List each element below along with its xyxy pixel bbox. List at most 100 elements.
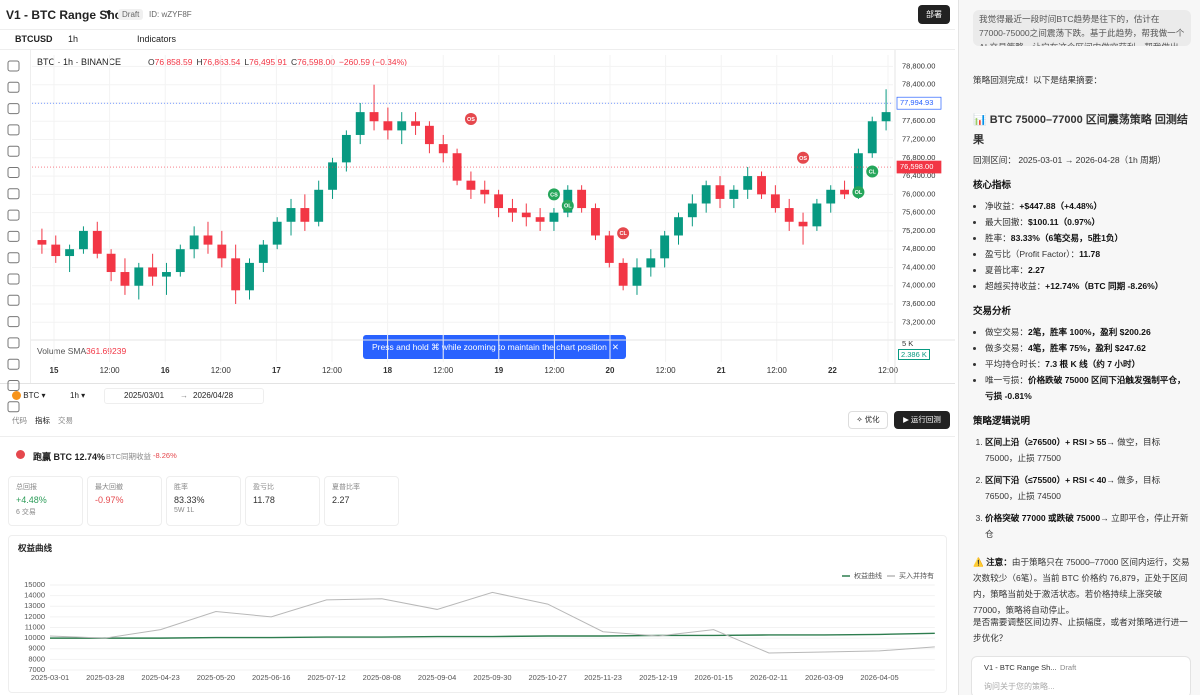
candle-body: [701, 185, 711, 204]
trade-marker: [464, 112, 477, 125]
deploy-button[interactable]: 部署: [918, 5, 950, 24]
candle-body: [798, 221, 808, 227]
run-button[interactable]: ▶ 运行回测: [894, 411, 950, 429]
composer[interactable]: V1 - BTC Range Sh... Draft 询问关于您的策略...: [971, 656, 1191, 695]
date-range[interactable]: [104, 388, 264, 404]
list-item: 盈亏比（Profit Factor）：11.78: [985, 246, 1191, 262]
list-item: 价格突破 77000 或跌破 75000→ 立即平仓，停止开新仓: [985, 510, 1191, 542]
volume-axis-label: 2.386 K: [898, 349, 930, 360]
tab[interactable]: 交易: [58, 416, 73, 425]
list-item: 区间下沿（≤75500）+ RSI < 40→ 做多，目标 76500，止损 7…: [985, 472, 1191, 504]
interval-select[interactable]: 1h ▾: [70, 391, 86, 400]
item-value: 价格跌破 75000 区间下沿触发强制平仓，亏损 -0.81%: [985, 375, 1186, 401]
candle-body: [549, 212, 559, 222]
item-label: 净收益：: [985, 201, 1020, 211]
tab[interactable]: 指标: [35, 416, 50, 425]
candle-body: [120, 272, 130, 286]
item-label: 超越买持收益：: [985, 281, 1046, 291]
candle-body: [92, 230, 102, 254]
trade-marker: [852, 186, 865, 199]
equity-panel: [8, 535, 947, 693]
candle-body: [618, 262, 628, 286]
item-label: 平均持仓时长：: [985, 359, 1046, 369]
range-arrow: →: [180, 391, 188, 400]
candle-body: [383, 121, 393, 131]
optimize-label: 优化: [864, 415, 880, 424]
volume-axis-label: 5 K: [902, 339, 914, 348]
section-heading: 核心指标: [973, 180, 1012, 191]
y-tick-label: 78,400.00: [902, 80, 935, 89]
benchmark: -8.26%: [153, 451, 177, 460]
composer-input[interactable]: 询问关于您的策略...: [984, 682, 1055, 691]
candle-body: [466, 180, 476, 190]
item-label: 盈亏比（Profit Factor）：: [985, 249, 1080, 259]
readout-value: 76,598.00: [297, 57, 335, 67]
outperform: 跑赢 BTC 12.74%: [33, 452, 106, 462]
stat-sub: 5W 1L: [174, 507, 195, 514]
candle-body: [646, 258, 656, 268]
list-item: 胜率：83.33%（6笔交易，5胜1负）: [985, 230, 1191, 246]
candle-body: [272, 221, 282, 245]
composer-strategy[interactable]: V1 - BTC Range Sh...: [984, 663, 1057, 672]
indicators-button[interactable]: Indicators: [137, 34, 177, 44]
intro: 策略回测完成！以下是结果摘要：: [973, 75, 1102, 85]
x-tick-label: 18: [383, 366, 392, 375]
candle-body: [591, 208, 600, 236]
candle-body: [286, 208, 296, 222]
stat-card: 胜率 83.33% 5W 1L: [166, 476, 241, 526]
list-item: 超越买持收益：+12.74%（BTC 同期 -8.26%）: [985, 278, 1191, 294]
tool-icon: [7, 401, 20, 413]
interval[interactable]: 1h: [68, 34, 79, 44]
symbol[interactable]: BTCUSD: [15, 34, 53, 44]
price-label: 76,598.00: [900, 162, 933, 171]
candle-body: [812, 203, 822, 227]
asset-select[interactable]: BTC ▾: [12, 391, 45, 401]
candle-body: [840, 189, 849, 195]
candle-body: [258, 244, 268, 263]
notice-close[interactable]: ✕: [611, 342, 619, 352]
stat-card: 最大回撤 -0.97%: [87, 476, 162, 526]
title-caret[interactable]: ▾: [106, 8, 112, 19]
start-date[interactable]: 2025/03/01: [124, 391, 165, 400]
candle-body: [715, 185, 725, 199]
stat-label: 盈亏比: [253, 484, 274, 491]
optimize-button[interactable]: ✧ 优化: [848, 411, 888, 429]
candle-body: [424, 125, 434, 145]
readout-label: H: [196, 57, 203, 67]
strategy-id[interactable]: ID: wZYF8F: [149, 10, 192, 19]
list-item: 区间上沿（≥76500）+ RSI > 55→ 做空，目标 75000，止损 7…: [985, 434, 1191, 466]
strategy-title[interactable]: V1 - BTC Range Short: [6, 8, 131, 22]
list-item: 做多交易：4笔，胜率 75%，盈利 $247.62: [985, 340, 1191, 356]
drawing-toolbar: [0, 50, 31, 383]
candle-body: [452, 153, 462, 181]
asset: BTC: [23, 391, 40, 400]
candle-body: [355, 112, 365, 135]
section-heading: 策略逻辑说明: [973, 416, 1031, 427]
readout-label: C: [290, 57, 298, 67]
candle-body: [37, 240, 47, 245]
section-list: 区间上沿（≥76500）+ RSI > 55→ 做空，目标 75000，止损 7…: [973, 434, 1191, 542]
trade-marker: [547, 188, 560, 201]
candle-body: [826, 189, 836, 204]
chart-symbol: BTC · 1h · BINANCE: [37, 57, 122, 67]
item-label: 区间下沿（≤75500）+ RSI < 40: [985, 475, 1107, 485]
end-date[interactable]: 2026/04/28: [193, 391, 234, 400]
tab[interactable]: 代码: [12, 416, 27, 425]
x-tick-label: 19: [494, 366, 503, 375]
y-tick-label: 77,200.00: [902, 135, 935, 144]
candle-body: [743, 176, 753, 190]
candle-body: [175, 249, 185, 273]
equity-title: 权益曲线: [18, 543, 53, 553]
y-tick-label: 75,600.00: [902, 208, 935, 217]
trade-marker: [617, 227, 630, 240]
y-tick-label: 75,200.00: [902, 226, 935, 235]
y-tick-label: 74,400.00: [902, 262, 935, 271]
warning: ⚠️ 注意：由于策略只在 75000–77000 区间内运行，交易次数较少（6笔…: [973, 554, 1191, 618]
candle-body: [189, 235, 199, 250]
trade-marker: [797, 151, 810, 164]
volume-title: Volume SMA: [37, 346, 87, 356]
item-value: 83.33%（6笔交易，5胜1负）: [1010, 233, 1124, 243]
x-tick-label: 20: [606, 366, 615, 375]
item-value: → 做空，目标 75000，止损 77500: [985, 437, 1161, 463]
